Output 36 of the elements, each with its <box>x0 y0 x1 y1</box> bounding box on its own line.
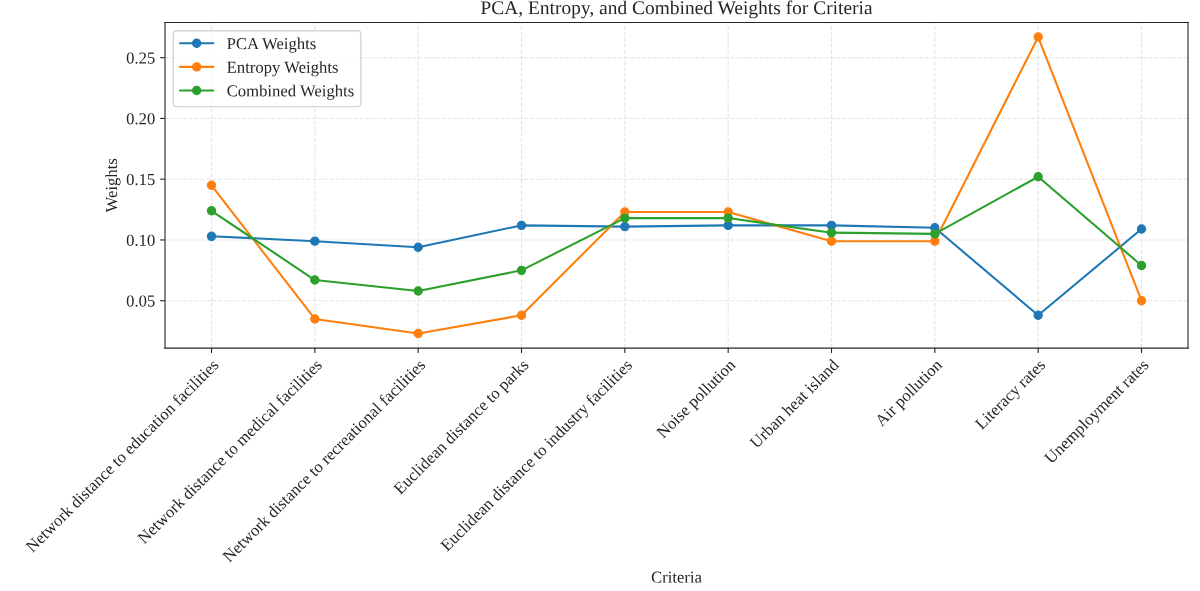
legend-label: Entropy Weights <box>227 61 338 77</box>
legend-label: Combined Weights <box>227 84 354 100</box>
point <box>516 310 527 320</box>
point <box>1033 310 1043 320</box>
point <box>310 236 320 246</box>
point <box>1136 224 1147 234</box>
point <box>1033 172 1043 182</box>
point <box>516 220 527 231</box>
point <box>723 213 733 223</box>
y-tick-label: 0.20 <box>126 113 155 125</box>
point <box>620 221 630 232</box>
y-tick-label: 0.10 <box>126 234 155 246</box>
chart-title: PCA, Entropy, and Combined Weights for Criteria <box>480 0 873 19</box>
x-axis-title: Criteria <box>651 571 702 583</box>
y-axis-title: Weights <box>105 158 121 213</box>
point <box>206 231 217 241</box>
point <box>206 180 217 190</box>
legend-label: PCA Weights <box>227 37 316 53</box>
point <box>1136 260 1147 271</box>
point <box>620 213 630 223</box>
point <box>413 328 423 339</box>
point <box>413 286 423 296</box>
point <box>310 275 320 285</box>
y-tick-label: 0.05 <box>126 295 155 307</box>
point <box>930 236 940 246</box>
point <box>826 236 837 246</box>
point <box>1033 32 1043 42</box>
point <box>413 242 423 252</box>
point <box>516 265 527 276</box>
y-tick-label: 0.25 <box>126 52 155 64</box>
point <box>206 206 217 216</box>
point <box>310 314 320 324</box>
point <box>930 229 940 239</box>
y-tick-label: 0.15 <box>126 173 155 186</box>
point <box>1136 296 1147 306</box>
point <box>826 227 837 238</box>
